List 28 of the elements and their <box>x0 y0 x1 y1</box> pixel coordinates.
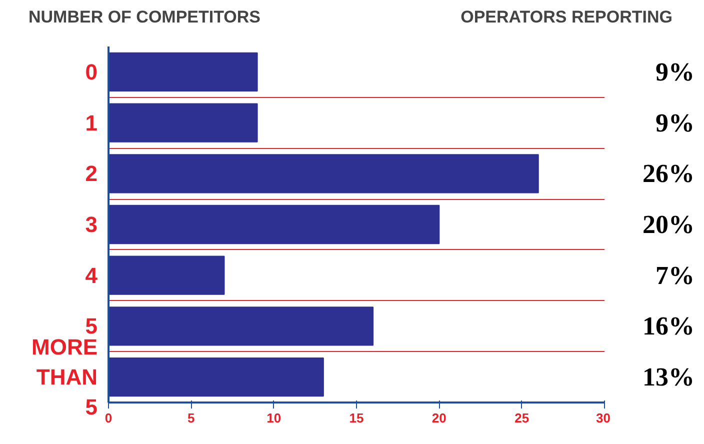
data-label: 9% <box>656 57 694 86</box>
y-axis-title: NUMBER OF COMPETITORS <box>28 8 261 26</box>
x-tick-label: 15 <box>349 410 364 426</box>
x-tick-label: 5 <box>188 410 195 426</box>
bar <box>108 358 324 397</box>
data-label: 26% <box>642 159 694 188</box>
bar <box>108 103 258 142</box>
data-label: 9% <box>656 108 694 138</box>
x-tick-label: 20 <box>432 410 446 426</box>
bar <box>108 52 258 92</box>
bar <box>108 154 539 194</box>
x-tick-label: 30 <box>596 410 611 426</box>
data-label: 16% <box>642 312 694 341</box>
y-tick-label: 3 <box>85 212 98 237</box>
text: OPERATORS REPORTING <box>460 8 673 26</box>
data-label: 13% <box>642 362 694 392</box>
x-tick-label: 10 <box>266 410 282 426</box>
y-tick-label: 1 <box>85 110 98 136</box>
bar <box>108 306 374 346</box>
y-tick-label: 4 <box>85 262 98 288</box>
x-tick-label: 0 <box>104 410 112 426</box>
bar <box>108 204 440 244</box>
bar <box>108 256 225 295</box>
data-label: 20% <box>642 210 694 239</box>
data-label: 7% <box>656 260 694 290</box>
y-tick-label: 2 <box>85 161 98 186</box>
y-tick-label: 0 <box>85 59 98 84</box>
x-tick-label: 25 <box>514 410 530 426</box>
